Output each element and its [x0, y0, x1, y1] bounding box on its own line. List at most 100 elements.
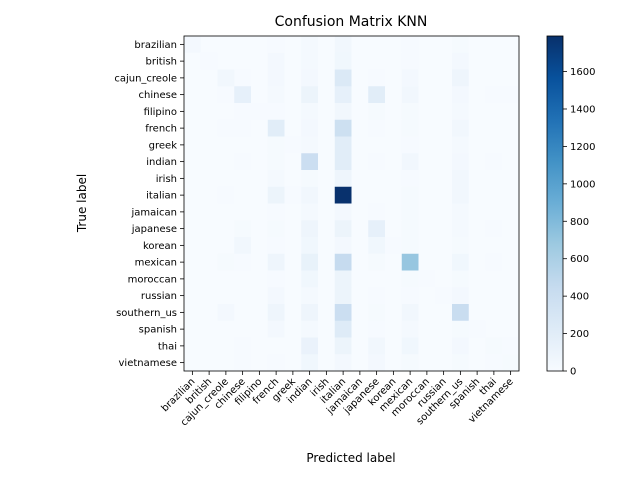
- heatmap-cell: [468, 136, 486, 154]
- heatmap-cell: [485, 119, 503, 137]
- heatmap-cell: [435, 270, 453, 288]
- heatmap-cell: [217, 304, 235, 322]
- heatmap-cell: [301, 220, 319, 238]
- heatmap-cell: [351, 136, 369, 154]
- heatmap-cell: [217, 36, 235, 54]
- heatmap-cell: [200, 170, 218, 188]
- heatmap-cell: [452, 287, 470, 305]
- y-axis-label: True label: [75, 174, 89, 233]
- heatmap-cell: [234, 220, 252, 238]
- heatmap-cell: [267, 86, 285, 104]
- heatmap-cell: [184, 237, 202, 255]
- heatmap-cell: [385, 153, 403, 171]
- heatmap-cell: [334, 320, 352, 338]
- heatmap-cell: [200, 304, 218, 322]
- heatmap-cell: [452, 103, 470, 121]
- heatmap-cell: [251, 186, 269, 204]
- heatmap-cell: [351, 220, 369, 238]
- heatmap-cell: [334, 287, 352, 305]
- heatmap-cell: [401, 119, 419, 137]
- heatmap-cell: [217, 220, 235, 238]
- heatmap-cell: [368, 337, 386, 355]
- heatmap-cell: [452, 36, 470, 54]
- heatmap-cell: [401, 203, 419, 221]
- heatmap-cell: [217, 203, 235, 221]
- heatmap-cell: [385, 119, 403, 137]
- heatmap-cell: [184, 270, 202, 288]
- heatmap-cell: [301, 103, 319, 121]
- heatmap-cell: [251, 136, 269, 154]
- heatmap-cell: [368, 86, 386, 104]
- heatmap-cell: [200, 220, 218, 238]
- heatmap-cell: [435, 354, 453, 372]
- heatmap-cell: [485, 52, 503, 70]
- heatmap-cell: [334, 237, 352, 255]
- heatmap-cell: [301, 52, 319, 70]
- heatmap-cell: [267, 270, 285, 288]
- heatmap-cell: [502, 237, 520, 255]
- x-axis-label: Predicted label: [306, 451, 395, 465]
- heatmap-cell: [452, 186, 470, 204]
- heatmap-cell: [452, 52, 470, 70]
- heatmap-cell: [418, 136, 436, 154]
- heatmap-cell: [485, 237, 503, 255]
- heatmap-cell: [217, 136, 235, 154]
- heatmap-cell: [318, 337, 336, 355]
- heatmap-cell: [351, 86, 369, 104]
- heatmap-cell: [217, 270, 235, 288]
- heatmap-cell: [502, 136, 520, 154]
- heatmap-cell: [184, 52, 202, 70]
- heatmap-cell: [452, 69, 470, 87]
- heatmap-cell: [401, 253, 419, 271]
- heatmap-cell: [502, 253, 520, 271]
- heatmap-cell: [334, 186, 352, 204]
- heatmap-cell: [234, 354, 252, 372]
- colorbar-tick-label: 200: [570, 329, 589, 340]
- heatmap-cell: [284, 287, 302, 305]
- heatmap-cell: [267, 354, 285, 372]
- heatmap-cell: [301, 287, 319, 305]
- heatmap-cell: [435, 337, 453, 355]
- heatmap-cell: [217, 153, 235, 171]
- heatmap-cell: [351, 153, 369, 171]
- heatmap-cell: [334, 253, 352, 271]
- heatmap-cell: [468, 304, 486, 322]
- heatmap-cell: [435, 220, 453, 238]
- heatmap-cell: [368, 119, 386, 137]
- y-tick-label: thai: [158, 341, 177, 352]
- heatmap-cell: [502, 86, 520, 104]
- heatmap-cell: [251, 287, 269, 305]
- heatmap-cell: [200, 186, 218, 204]
- heatmap-cell: [184, 354, 202, 372]
- heatmap-cell: [435, 52, 453, 70]
- heatmap-cell: [485, 69, 503, 87]
- heatmap-cell: [485, 354, 503, 372]
- heatmap-cell: [418, 320, 436, 338]
- y-tick-label: indian: [146, 157, 177, 168]
- colorbar-tick-label: 1400: [570, 104, 595, 115]
- heatmap-cell: [318, 136, 336, 154]
- heatmap-cells: [184, 36, 520, 372]
- heatmap-cell: [251, 237, 269, 255]
- heatmap-cell: [234, 186, 252, 204]
- heatmap-cell: [385, 170, 403, 188]
- heatmap-cell: [418, 270, 436, 288]
- heatmap-cell: [401, 52, 419, 70]
- heatmap-cell: [234, 69, 252, 87]
- heatmap-cell: [401, 270, 419, 288]
- heatmap-cell: [368, 253, 386, 271]
- heatmap-cell: [418, 186, 436, 204]
- heatmap-cell: [234, 136, 252, 154]
- heatmap-cell: [485, 304, 503, 322]
- heatmap-cell: [234, 203, 252, 221]
- y-tick-label: mexican: [135, 258, 177, 269]
- heatmap-cell: [468, 203, 486, 221]
- heatmap-cell: [385, 136, 403, 154]
- heatmap-cell: [334, 69, 352, 87]
- heatmap-cell: [200, 337, 218, 355]
- heatmap-cell: [318, 253, 336, 271]
- heatmap-cell: [485, 320, 503, 338]
- heatmap-cell: [251, 36, 269, 54]
- heatmap-cell: [368, 69, 386, 87]
